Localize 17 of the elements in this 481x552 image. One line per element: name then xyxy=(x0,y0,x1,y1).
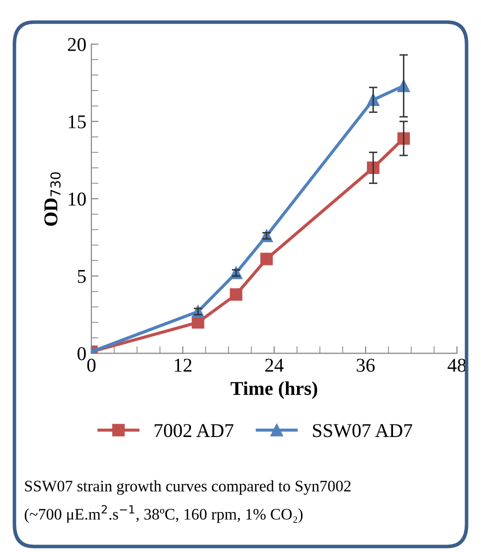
y-axis-title: OD$_{730}$ xyxy=(44,172,61,226)
y-tick-label: 15 xyxy=(68,115,86,128)
y-tick-label: 20 xyxy=(68,38,86,52)
x-axis-title: Time (hrs) xyxy=(230,381,318,399)
y-tick-label: 5 xyxy=(78,270,86,283)
legend-label: 7002 AD7 xyxy=(154,424,234,438)
x-tick-label: 0 xyxy=(87,358,96,372)
x-tick-label: 12 xyxy=(174,358,192,372)
text: SSW07 strain growth curves compared to Syn7002 xyxy=(25,480,351,495)
x-tick-label: 24 xyxy=(265,358,284,372)
point xyxy=(260,252,273,266)
legend-label: SSW07 AD7 xyxy=(313,424,412,438)
text: (~700 μE.m$^{2}$.s$^{−1}$, 38ºC, 160 rpm, 1% CO₂) xyxy=(24,505,303,523)
y-tick-label: 0 xyxy=(78,347,86,360)
x-tick-label: 36 xyxy=(356,358,375,372)
point xyxy=(230,288,242,301)
y-tick-label: 10 xyxy=(68,192,86,206)
